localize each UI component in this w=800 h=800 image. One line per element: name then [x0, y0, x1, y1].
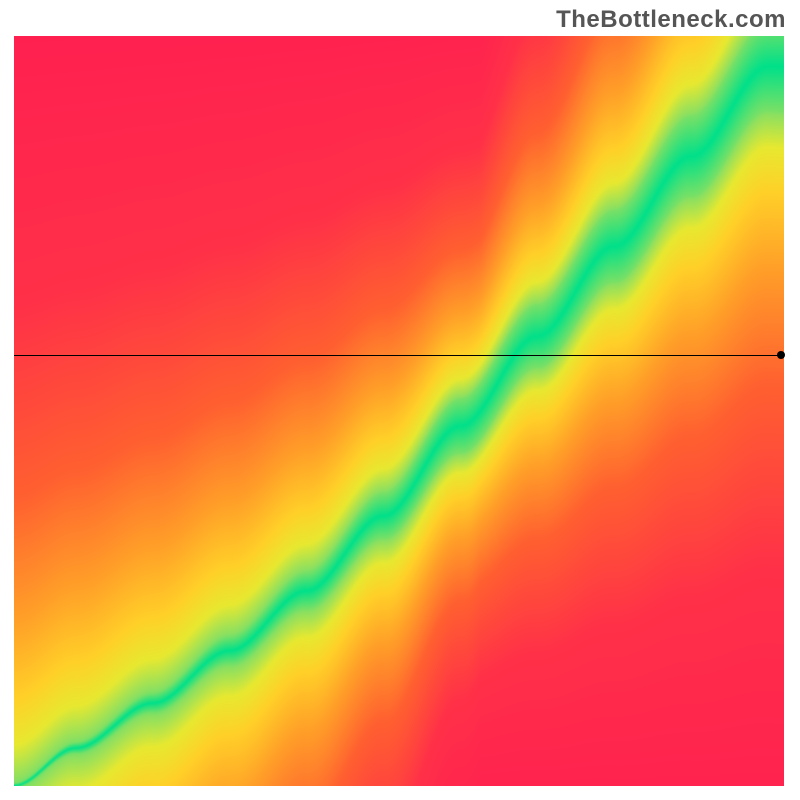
watermark-text: TheBottleneck.com	[556, 6, 786, 34]
horizontal-reference-line	[14, 355, 784, 356]
heatmap-canvas	[14, 36, 784, 786]
reference-marker	[777, 351, 785, 359]
heatmap-plot	[14, 36, 784, 786]
chart-container: TheBottleneck.com	[0, 0, 800, 800]
